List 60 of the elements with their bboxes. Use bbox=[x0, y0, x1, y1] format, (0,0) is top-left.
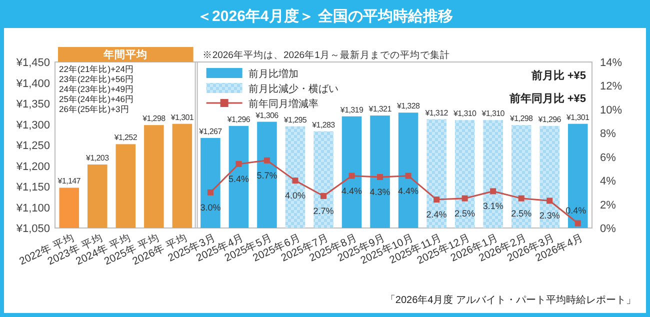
data-label: ¥1,328 bbox=[396, 102, 420, 111]
y-tick-label: ¥1,050 bbox=[15, 223, 50, 235]
data-label: ¥1,306 bbox=[254, 110, 280, 120]
data-label: ¥1,252 bbox=[113, 133, 138, 142]
legend-label: 前年同月増減率 bbox=[248, 98, 318, 110]
y2-tick-label: 4% bbox=[600, 176, 616, 188]
text: 年間平均 bbox=[102, 48, 148, 61]
data-label: 3.1% bbox=[482, 201, 504, 212]
y-tick-label: ¥1,250 bbox=[15, 140, 50, 152]
data-label: ¥1,312 bbox=[424, 108, 449, 118]
data-label: ¥1,310 bbox=[480, 109, 506, 118]
chart-title: ＜2026年4月度＞ 全国の平均時給推移 bbox=[197, 7, 453, 25]
data-label: ¥1,319 bbox=[339, 105, 364, 114]
data-label: ¥1,321 bbox=[368, 104, 392, 114]
y2-tick-label: 14% bbox=[600, 57, 622, 69]
data-label: 2.3% bbox=[539, 210, 560, 221]
y2-tick-label: 6% bbox=[600, 152, 616, 164]
y-tick-label: ¥1,350 bbox=[15, 98, 50, 110]
data-label: 4.0% bbox=[284, 190, 306, 201]
data-label: 2.5% bbox=[511, 208, 532, 218]
data-label: 2.4% bbox=[426, 210, 447, 220]
y-tick-label: ¥1,150 bbox=[15, 182, 50, 194]
text: ※2026年平均は、2026年1月～最新月までの平均で集計 bbox=[202, 49, 450, 61]
data-label: ¥1,203 bbox=[85, 154, 110, 163]
annotation: 24年(23年比)+49円 bbox=[59, 84, 134, 94]
data-label: ¥1,301 bbox=[566, 112, 590, 122]
legend-label: 前月比増加 bbox=[248, 68, 298, 80]
data-label: 4.3% bbox=[370, 187, 390, 198]
y2-tick-label: 8% bbox=[600, 128, 616, 140]
data-label: ¥1,296 bbox=[226, 114, 251, 124]
y-tick-label: ¥1,200 bbox=[15, 160, 50, 173]
y-tick-label: ¥1,300 bbox=[15, 119, 50, 132]
annotation: 25年(24年比)+46円 bbox=[59, 94, 134, 104]
text: 「2026年4月度 アルバイト・パート平均時給レポート」 bbox=[385, 294, 636, 306]
y-tick-label: ¥1,400 bbox=[15, 78, 50, 90]
data-label: ¥1,301 bbox=[170, 112, 194, 122]
annotation: 23年(22年比)+56円 bbox=[59, 74, 134, 84]
data-label: ¥1,298 bbox=[142, 114, 166, 124]
data-label: ¥1,283 bbox=[311, 120, 336, 130]
data-label: ¥1,295 bbox=[282, 115, 308, 124]
y2-tick-label: 12% bbox=[600, 80, 622, 93]
data-label: ¥1,267 bbox=[198, 126, 223, 136]
data-label: 2.5% bbox=[454, 208, 476, 218]
annotation: 26年(25年比)+3円 bbox=[59, 104, 130, 114]
y-tick-label: ¥1,100 bbox=[15, 202, 50, 214]
y2-tick-label: 2% bbox=[600, 199, 616, 212]
data-label: ¥1,310 bbox=[452, 109, 477, 118]
data-label: 2.7% bbox=[313, 206, 334, 216]
data-label: 3.0% bbox=[200, 202, 221, 212]
data-label: ¥1,298 bbox=[509, 114, 534, 124]
y-tick-label: ¥1,450 bbox=[15, 57, 50, 69]
annotation: 前年同月比 +¥5 bbox=[508, 92, 586, 105]
data-label: ¥1,296 bbox=[537, 114, 562, 124]
y2-tick-label: 10% bbox=[600, 104, 622, 116]
annotation: 前月比 +¥5 bbox=[530, 69, 586, 82]
annotation: 22年(21年比)+24円 bbox=[59, 64, 134, 74]
data-label: ¥1,147 bbox=[56, 176, 82, 186]
data-label: 5.7% bbox=[256, 170, 278, 180]
legend-label: 前月比減少・横ばい bbox=[248, 83, 338, 95]
y2-tick-label: 0% bbox=[600, 223, 616, 235]
